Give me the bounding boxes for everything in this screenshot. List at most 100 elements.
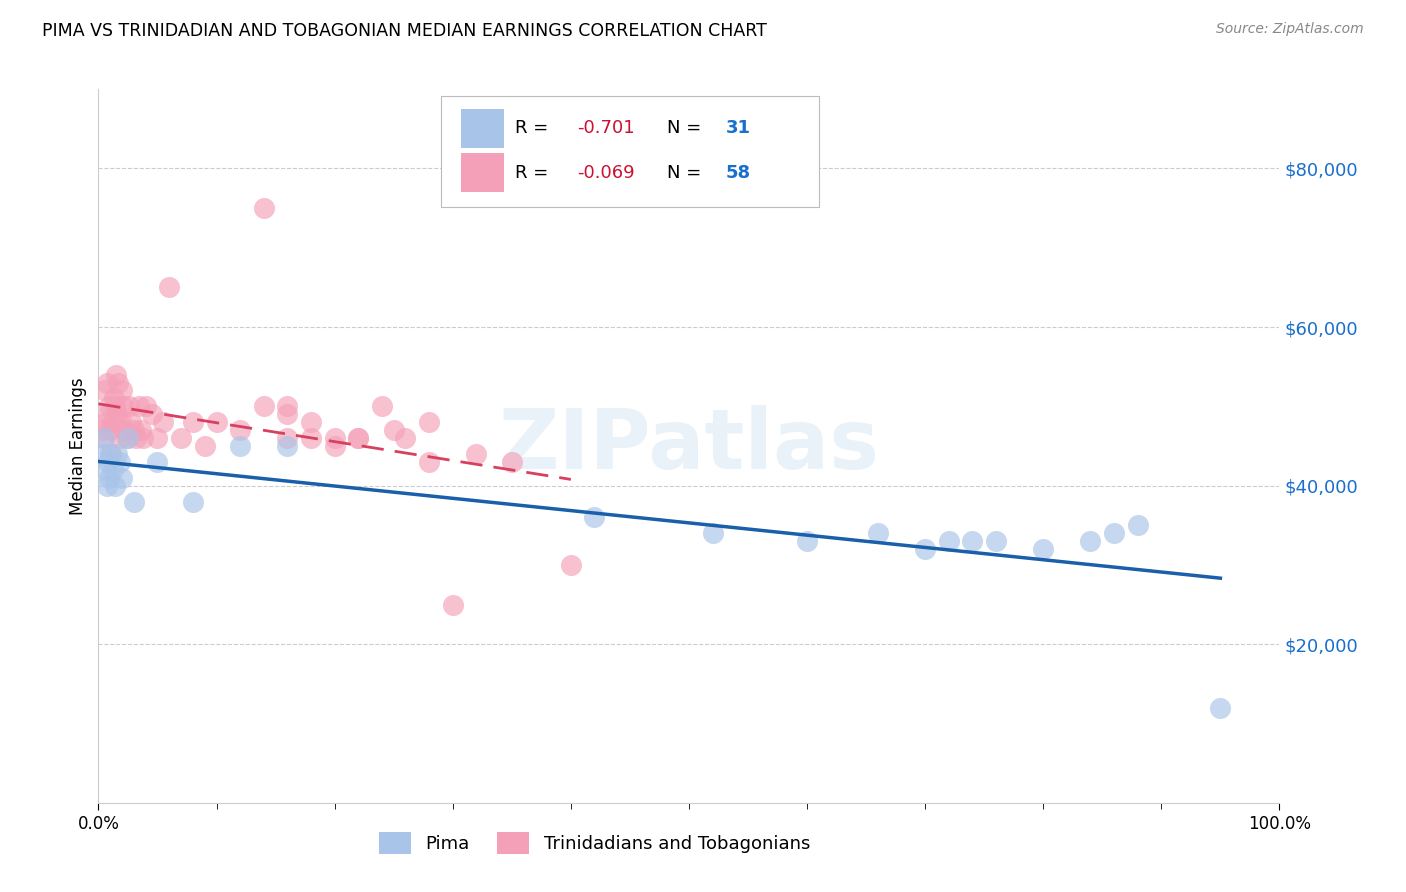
Point xyxy=(170,431,193,445)
Point xyxy=(112,400,135,414)
Point xyxy=(152,415,174,429)
Point xyxy=(115,431,138,445)
Point xyxy=(205,415,228,429)
Point xyxy=(111,384,134,398)
Point xyxy=(181,415,204,429)
Point xyxy=(1080,534,1102,549)
Point xyxy=(110,415,132,429)
FancyBboxPatch shape xyxy=(441,96,818,207)
Point xyxy=(97,407,120,421)
Point xyxy=(323,439,346,453)
Legend: Pima, Trinidadians and Tobagonians: Pima, Trinidadians and Tobagonians xyxy=(371,825,817,862)
Point xyxy=(96,376,118,390)
Point xyxy=(146,455,169,469)
Point xyxy=(104,400,127,414)
Point xyxy=(157,280,180,294)
Point xyxy=(91,447,114,461)
Text: 58: 58 xyxy=(725,164,751,182)
Point xyxy=(347,431,370,445)
Point xyxy=(702,526,724,541)
Point xyxy=(94,415,117,429)
Point xyxy=(132,431,155,445)
Text: ZIPatlas: ZIPatlas xyxy=(499,406,879,486)
Point xyxy=(117,431,139,445)
Point xyxy=(105,447,128,461)
Point xyxy=(229,439,252,453)
Point xyxy=(107,376,129,390)
Point xyxy=(382,423,405,437)
Point xyxy=(103,392,125,406)
Y-axis label: Median Earnings: Median Earnings xyxy=(69,377,87,515)
Point xyxy=(118,400,141,414)
Point xyxy=(146,431,169,445)
Point xyxy=(105,368,128,382)
Point xyxy=(299,415,322,429)
Point xyxy=(108,455,131,469)
Point xyxy=(394,431,416,445)
Point xyxy=(122,423,145,437)
Point xyxy=(98,400,121,414)
Point xyxy=(299,431,322,445)
Point xyxy=(1126,518,1149,533)
Text: -0.069: -0.069 xyxy=(576,164,634,182)
Point xyxy=(914,542,936,557)
Text: R =: R = xyxy=(516,120,548,137)
Point xyxy=(91,431,114,445)
Point xyxy=(98,471,121,485)
Point xyxy=(101,463,124,477)
Point xyxy=(1102,526,1125,541)
Point xyxy=(112,423,135,437)
Point xyxy=(122,494,145,508)
Point xyxy=(181,494,204,508)
Text: N =: N = xyxy=(666,164,700,182)
Text: Source: ZipAtlas.com: Source: ZipAtlas.com xyxy=(1216,22,1364,37)
FancyBboxPatch shape xyxy=(461,109,503,148)
Point xyxy=(135,400,157,414)
Text: R =: R = xyxy=(516,164,548,182)
Point xyxy=(104,478,127,492)
Point xyxy=(91,423,114,437)
Point xyxy=(276,439,298,453)
Point xyxy=(125,431,148,445)
Point xyxy=(93,384,115,398)
Point xyxy=(323,431,346,445)
Point xyxy=(105,407,128,421)
Point xyxy=(938,534,960,549)
Text: -0.701: -0.701 xyxy=(576,120,634,137)
Point xyxy=(141,407,163,421)
FancyBboxPatch shape xyxy=(461,153,503,192)
Point xyxy=(96,478,118,492)
Point xyxy=(100,447,122,461)
Point xyxy=(276,407,298,421)
Point xyxy=(418,455,440,469)
Point xyxy=(111,471,134,485)
Point xyxy=(98,447,121,461)
Point xyxy=(1032,542,1054,557)
Point xyxy=(962,534,984,549)
Text: PIMA VS TRINIDADIAN AND TOBAGONIAN MEDIAN EARNINGS CORRELATION CHART: PIMA VS TRINIDADIAN AND TOBAGONIAN MEDIA… xyxy=(42,22,768,40)
Text: N =: N = xyxy=(666,120,700,137)
Point xyxy=(418,415,440,429)
Point xyxy=(101,415,124,429)
Point xyxy=(253,201,276,215)
Point xyxy=(347,431,370,445)
Point xyxy=(93,431,115,445)
Point xyxy=(796,534,818,549)
Point xyxy=(129,423,152,437)
Point xyxy=(229,423,252,437)
Point xyxy=(501,455,523,469)
Point xyxy=(560,558,582,572)
Point xyxy=(253,400,276,414)
Point xyxy=(583,510,606,524)
Point xyxy=(108,431,131,445)
Point xyxy=(98,423,121,437)
Point xyxy=(1209,700,1232,714)
Point xyxy=(97,455,120,469)
Text: 31: 31 xyxy=(725,120,751,137)
Point xyxy=(194,439,217,453)
Point xyxy=(94,463,117,477)
Point xyxy=(276,431,298,445)
Point xyxy=(128,400,150,414)
Point xyxy=(276,400,298,414)
Point xyxy=(371,400,394,414)
